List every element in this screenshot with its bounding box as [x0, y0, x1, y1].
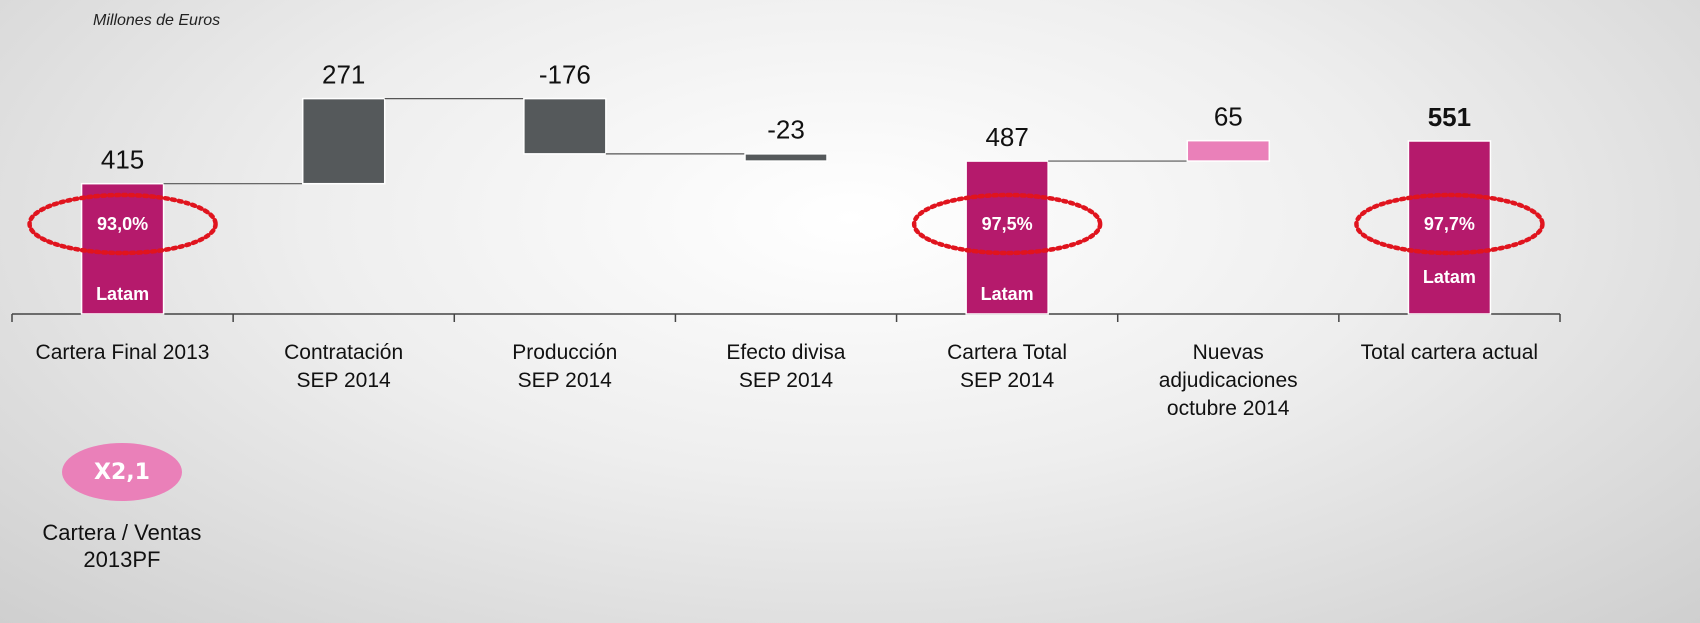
- value-label: 551: [1428, 102, 1471, 132]
- bar: [301, 97, 386, 185]
- value-label: 487: [985, 122, 1028, 152]
- x-tick-label: Efecto divisa SEP 2014: [726, 341, 846, 392]
- value-label: 415: [101, 145, 144, 175]
- inner-label: 97,7%: [1424, 214, 1475, 234]
- value-label: -23: [767, 115, 805, 145]
- x-tick-label: Cartera Total SEP 2014: [947, 341, 1067, 392]
- value-label: -176: [539, 59, 591, 89]
- segment-label: Latam: [96, 284, 149, 304]
- x-tick-label: Contratación SEP 2014: [284, 341, 404, 392]
- x-tick-label: Cartera Final 2013: [35, 341, 210, 364]
- bar: [1186, 139, 1271, 162]
- ratio-label: X2,1: [94, 460, 150, 485]
- subtitle: Millones de Euros: [93, 12, 220, 29]
- highlight-ellipse: [911, 192, 1103, 256]
- inner-label: 93,0%: [97, 214, 148, 234]
- value-label: 65: [1214, 102, 1243, 132]
- highlight-ellipse: [27, 192, 218, 256]
- highlight-ellipse: [1354, 192, 1545, 256]
- ratio-badge: [62, 443, 182, 501]
- bar: [1407, 140, 1492, 315]
- value-label: 271: [322, 59, 365, 89]
- x-tick-label: Nuevas adjudicaciones octubre 2014: [1158, 341, 1298, 420]
- bar: [523, 97, 607, 155]
- x-tick-label: Producción SEP 2014: [512, 341, 618, 392]
- segment-label: Latam: [981, 284, 1034, 304]
- segment-label: Latam: [1423, 267, 1476, 287]
- bar: [744, 153, 828, 162]
- ratio-caption: Cartera / Ventas 2013PF: [42, 520, 202, 572]
- bar: [965, 160, 1049, 315]
- inner-label: 97,5%: [982, 214, 1033, 234]
- x-tick-label: Total cartera actual: [1360, 341, 1539, 364]
